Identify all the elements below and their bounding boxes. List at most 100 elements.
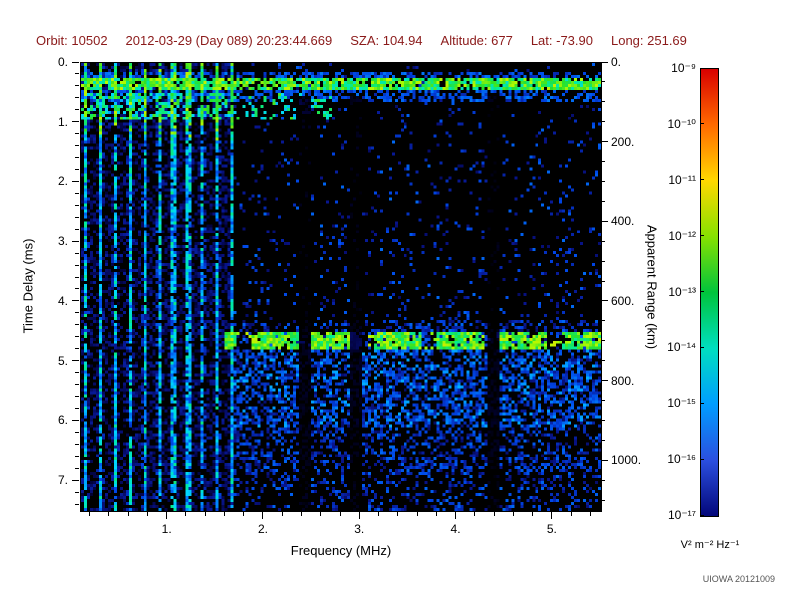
x-minor-tick <box>300 512 302 516</box>
y-left-minor-tick <box>75 109 79 111</box>
y-left-major-tick <box>72 121 79 123</box>
y-right-minor-tick <box>601 280 605 282</box>
y-left-minor-tick <box>75 228 79 230</box>
y-left-minor-tick <box>75 73 79 75</box>
y-left-minor-tick <box>75 252 79 254</box>
y-right-major-tick <box>601 459 608 461</box>
x-tick-label: 3. <box>354 522 365 536</box>
y-axis-left-label: Time Delay (ms) <box>20 238 36 334</box>
y-left-major-tick <box>72 180 79 182</box>
y-right-minor-tick <box>601 419 605 421</box>
x-minor-tick <box>89 512 91 516</box>
y-left-tick-label: 0. <box>57 55 68 69</box>
y-right-minor-tick <box>601 499 605 501</box>
colorbar-tick <box>700 402 704 404</box>
y-left-major-tick <box>72 61 79 63</box>
y-right-major-tick <box>601 61 608 63</box>
x-minor-tick <box>493 512 495 516</box>
y-left-tick-label: 3. <box>57 234 68 249</box>
y-left-minor-tick <box>75 216 79 218</box>
y-left-major-tick <box>72 240 79 242</box>
y-left-minor-tick <box>75 264 79 266</box>
header-item: 2012-03-29 (Day 089) 20:23:44.669 <box>125 33 333 48</box>
y-right-tick-label: 200. <box>611 134 635 149</box>
y-right-minor-tick <box>601 81 605 83</box>
colorbar-tick-label: 10⁻¹⁵ <box>667 396 696 411</box>
y-left-minor-tick <box>75 324 79 326</box>
y-right-minor-tick <box>601 340 605 342</box>
x-minor-tick <box>281 512 283 516</box>
colorbar-tick-label: 10⁻¹⁷ <box>667 508 696 522</box>
y-left-major-tick <box>72 479 79 481</box>
x-major-tick <box>455 512 457 519</box>
y-left-minor-tick <box>75 348 79 350</box>
colorbar-tick <box>700 235 704 237</box>
header-item: Orbit: 10502 <box>36 33 108 48</box>
y-left-minor-tick <box>75 192 79 194</box>
y-left-tick-label: 6. <box>57 413 68 428</box>
y-left-minor-tick <box>75 443 79 445</box>
y-left-minor-tick <box>75 276 79 278</box>
x-minor-tick <box>570 512 572 516</box>
colorbar-tick-label: 10⁻¹² <box>668 228 696 243</box>
credit-text: UIOWA 20121009 <box>702 574 775 584</box>
spectrogram-plot <box>80 62 602 512</box>
x-major-tick <box>358 512 360 519</box>
x-minor-tick <box>416 512 418 516</box>
x-tick-label: 1. <box>161 522 172 536</box>
y-right-minor-tick <box>601 360 605 362</box>
y-right-tick-label: 600. <box>611 293 635 308</box>
header-item: Long: 251.69 <box>610 33 687 48</box>
y-left-minor-tick <box>75 169 79 171</box>
x-minor-tick <box>378 512 380 516</box>
x-minor-tick <box>108 512 110 516</box>
header-item: SZA: 104.94 <box>350 33 423 48</box>
y-left-major-tick <box>72 360 79 362</box>
y-left-minor-tick <box>75 97 79 99</box>
y-right-tick-label: 400. <box>611 214 635 229</box>
y-right-minor-tick <box>601 320 605 322</box>
y-right-minor-tick <box>601 240 605 242</box>
spectrogram-canvas <box>81 63 601 511</box>
y-left-minor-tick <box>75 503 79 505</box>
x-major-tick <box>551 512 553 519</box>
x-minor-tick <box>339 512 341 516</box>
y-left-tick-label: 7. <box>57 473 68 488</box>
colorbar-tick <box>700 291 704 292</box>
y-left-minor-tick <box>75 133 79 135</box>
x-axis-label: Frequency (MHz) <box>290 543 392 558</box>
x-minor-tick <box>397 512 399 516</box>
y-right-major-tick <box>601 220 608 222</box>
y-right-minor-tick <box>601 399 605 401</box>
y-right-minor-tick <box>601 101 605 103</box>
colorbar-tick-label: 10⁻¹⁴ <box>667 340 696 355</box>
y-right-major-tick <box>601 380 608 382</box>
colorbar-tick-label: 10⁻¹¹ <box>668 172 696 187</box>
header-item: Altitude: 677 <box>440 33 513 48</box>
y-left-minor-tick <box>75 372 79 374</box>
y-right-major-tick <box>601 300 608 302</box>
y-right-minor-tick <box>601 161 605 163</box>
y-left-minor-tick <box>75 145 79 147</box>
x-minor-tick <box>223 512 225 516</box>
y-left-minor-tick <box>75 491 79 493</box>
colorbar-tick-label: 10⁻⁹ <box>671 61 696 75</box>
y-left-minor-tick <box>75 384 79 386</box>
colorbar-tick <box>700 514 704 516</box>
x-minor-tick <box>589 512 591 516</box>
colorbar-unit-label: V² m⁻² Hz⁻¹ <box>680 539 740 551</box>
y-left-minor-tick <box>75 312 79 314</box>
y-left-minor-tick <box>75 204 79 206</box>
y-left-minor-tick <box>75 455 79 457</box>
y-left-minor-tick <box>75 288 79 290</box>
y-right-minor-tick <box>601 180 605 182</box>
colorbar-tick-label: 10⁻¹⁰ <box>667 116 697 131</box>
colorbar <box>700 68 719 517</box>
y-left-tick-label: 1. <box>57 114 68 129</box>
y-right-major-tick <box>601 141 608 143</box>
y-right-minor-tick <box>601 479 605 481</box>
colorbar-tick <box>700 123 704 125</box>
y-right-tick-label: 1000. <box>611 453 642 468</box>
y-right-minor-tick <box>601 200 605 202</box>
